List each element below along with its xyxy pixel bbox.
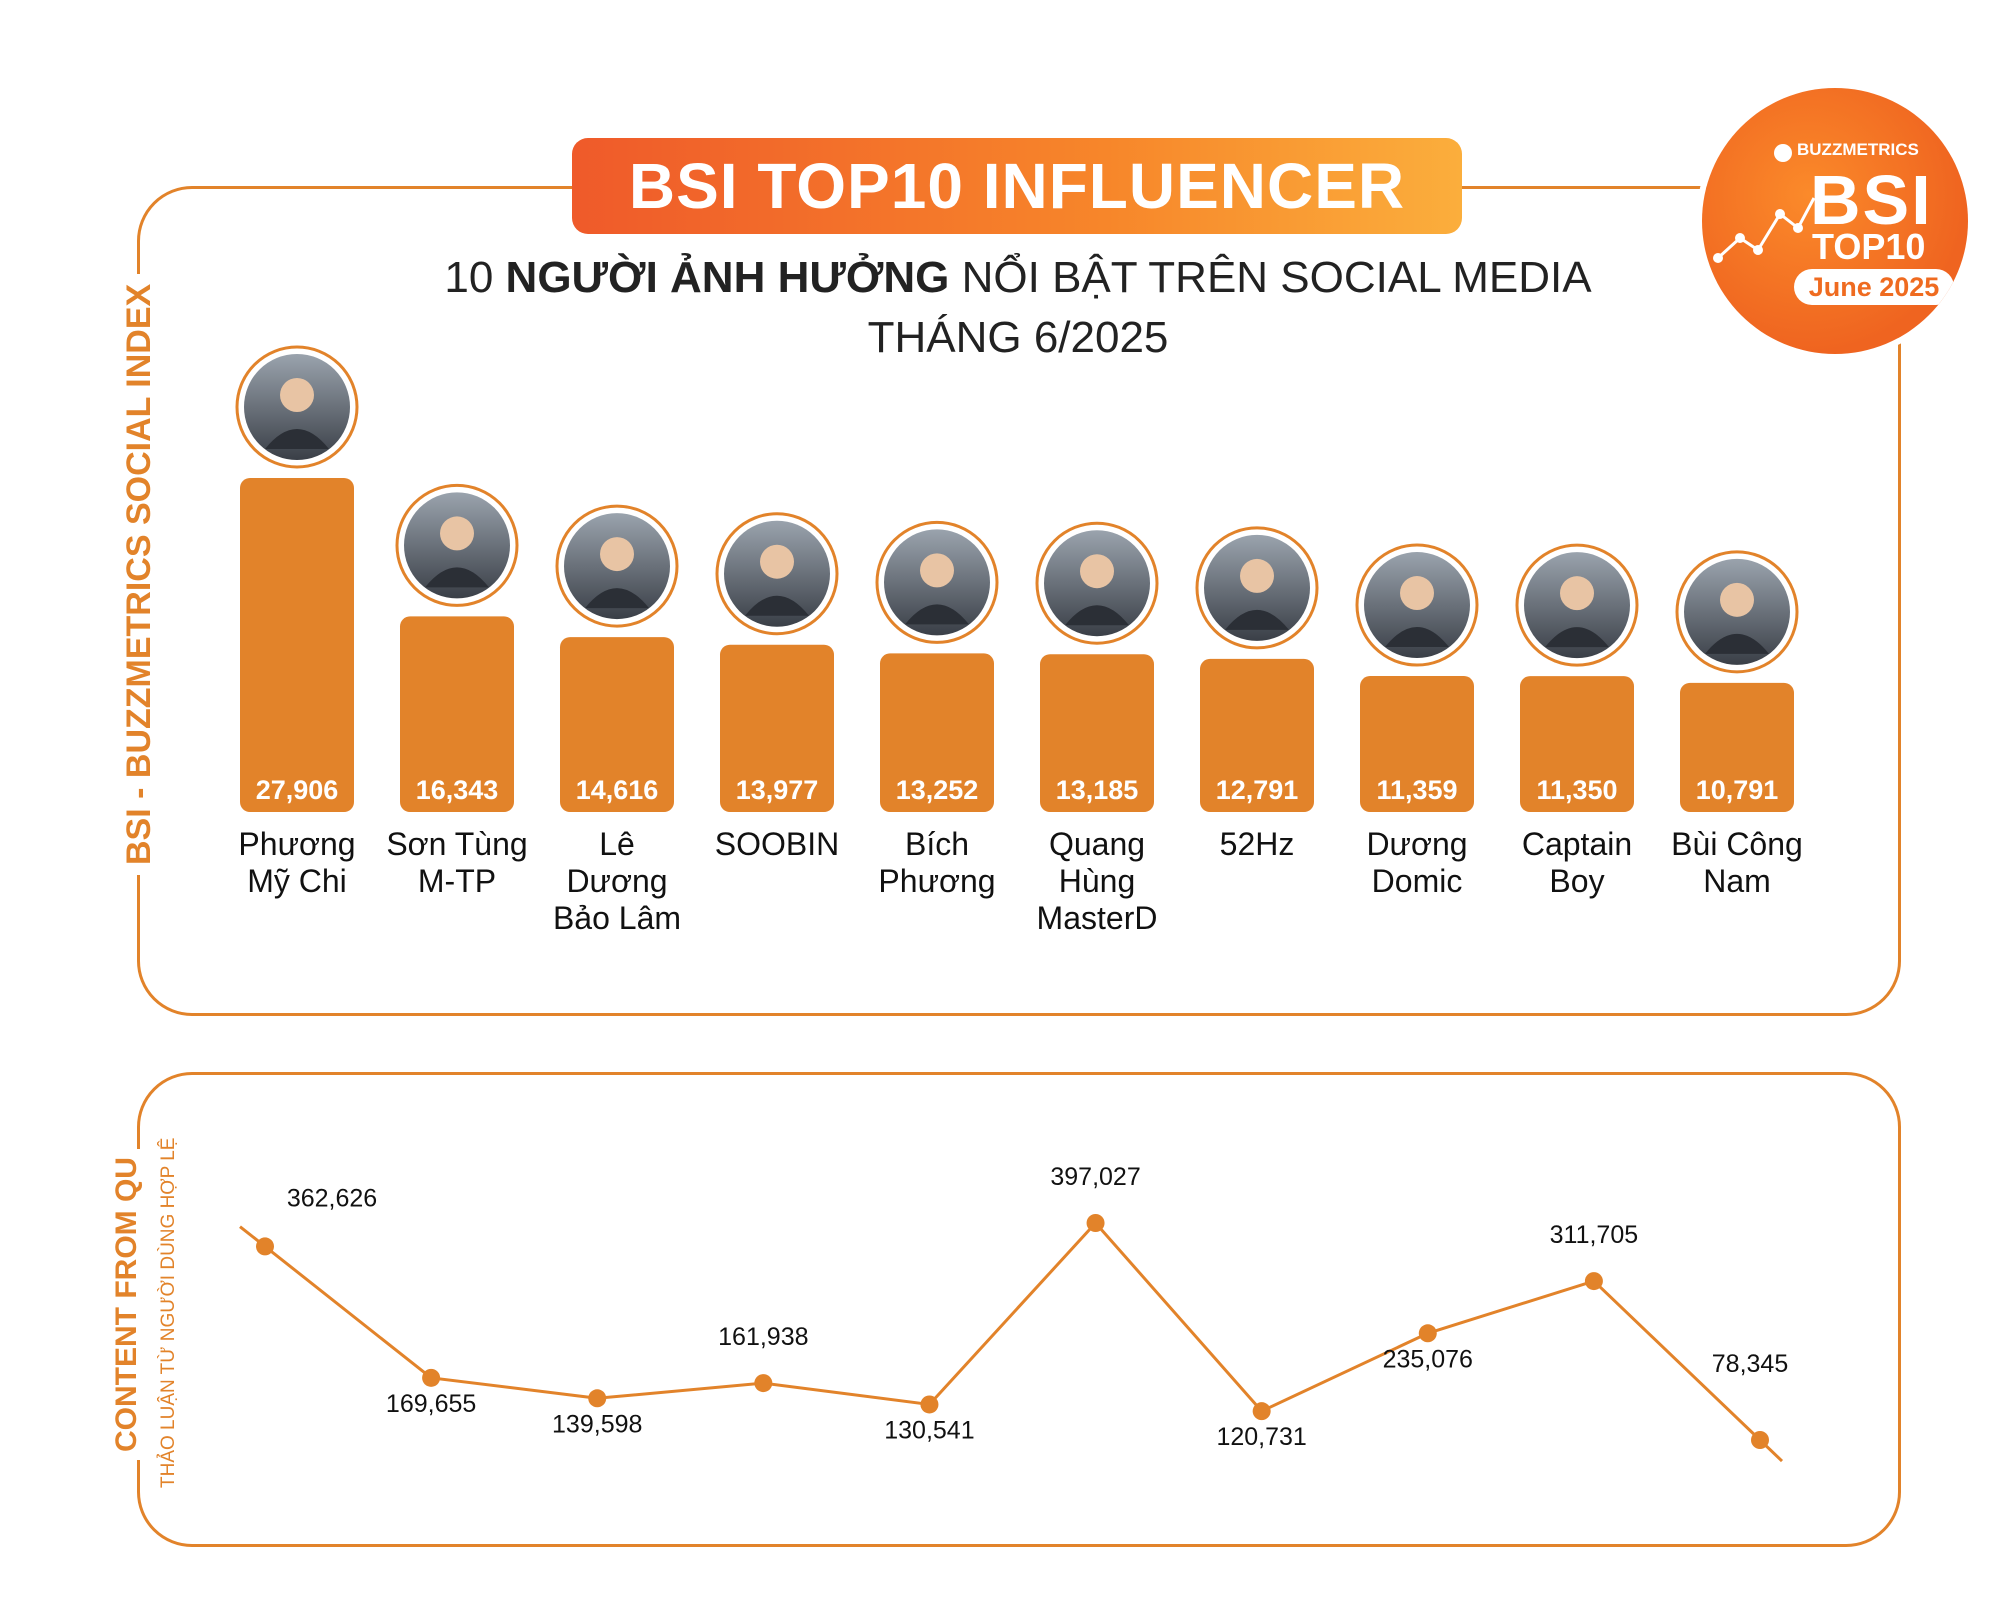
avatar-head [760, 544, 794, 579]
avatar-body [1705, 633, 1769, 654]
avatar-body [745, 595, 809, 616]
data-point [588, 1389, 607, 1408]
bar [1040, 654, 1154, 812]
category-label: Bùi Công [1671, 826, 1803, 862]
avatar-body [1545, 627, 1609, 648]
page-title: BSI TOP10 INFLUENCER [558, 128, 1476, 244]
category-label: 52Hz [1220, 826, 1295, 862]
category-label: Dương [1366, 826, 1467, 862]
subtitle-bold: NGƯỜI ẢNH HƯỞNG [505, 253, 950, 302]
avatar-head [1720, 582, 1754, 617]
point-value-label: 235,076 [1383, 1345, 1473, 1373]
subtitle-part1: 10 [444, 253, 506, 302]
avatar-body [1385, 627, 1449, 648]
data-point [1086, 1214, 1105, 1232]
avatar-head [1080, 554, 1114, 589]
bar [1200, 658, 1314, 812]
bar-value-label: 12,791 [1216, 775, 1299, 805]
data-point [754, 1374, 773, 1393]
avatar-body [265, 429, 329, 449]
avatar-head [440, 516, 474, 551]
category-label: Bích [905, 826, 969, 862]
bar-value-label: 16,343 [416, 775, 499, 805]
data-point [1418, 1324, 1437, 1343]
data-point [1584, 1272, 1603, 1291]
point-value-label: 397,027 [1050, 1163, 1140, 1191]
category-label: Bảo Lâm [553, 900, 681, 936]
category-label: MasterD [1037, 900, 1158, 936]
point-value-label: 78,345 [1712, 1350, 1788, 1378]
data-point [422, 1368, 441, 1387]
bar [1520, 676, 1634, 812]
category-label: Mỹ Chi [247, 863, 347, 899]
bar-value-label: 13,252 [896, 775, 979, 805]
category-label: SOOBIN [715, 826, 839, 862]
category-label: Sơn Tùng [386, 826, 527, 862]
series-line [239, 1220, 1784, 1463]
category-label: Domic [1372, 863, 1463, 899]
avatar-body [1225, 609, 1289, 630]
category-label: Boy [1549, 863, 1604, 899]
bar [240, 478, 354, 812]
bar [400, 616, 514, 812]
data-point [1252, 1402, 1271, 1421]
bsi-top10-badge: BUZZMETRICS BSI TOP10 June 2025 [1702, 88, 1968, 354]
point-value-label: 139,598 [552, 1410, 642, 1438]
point-value-label: 311,705 [1550, 1221, 1639, 1249]
point-value-label: 161,938 [718, 1323, 808, 1351]
avatar-head [920, 553, 954, 588]
data-point [920, 1395, 939, 1414]
bar-value-label: 27,906 [256, 775, 339, 805]
category-label: Nam [1703, 863, 1771, 899]
category-label: Quang [1049, 826, 1145, 862]
avatar-head [1560, 576, 1594, 611]
point-value-label: 362,626 [287, 1184, 377, 1212]
bar [1680, 682, 1794, 812]
avatar-head [280, 378, 314, 412]
avatar-head [600, 537, 634, 572]
badge-trend-icon [1713, 197, 1816, 263]
badge-bsi: BSI [1810, 161, 1933, 239]
category-label: Phương [878, 863, 995, 899]
buzzmetrics-logo-icon [1774, 144, 1792, 162]
point-value-label: 130,541 [884, 1416, 974, 1444]
bar-value-label: 13,977 [736, 775, 819, 805]
badge-brand: BUZZMETRICS [1797, 140, 1919, 159]
data-point [1751, 1431, 1769, 1449]
bar [1360, 676, 1474, 812]
avatar-body [425, 567, 489, 588]
bar [880, 653, 994, 812]
bar-value-label: 14,616 [576, 775, 659, 805]
category-label: Hùng [1059, 863, 1136, 899]
page-subtitle: 10 NGƯỜI ẢNH HƯỞNG NỔI BẬT TRÊN SOCIAL M… [0, 248, 2000, 368]
point-value-label: 169,655 [386, 1390, 476, 1418]
avatar-body [585, 588, 649, 609]
bar-value-label: 11,350 [1536, 775, 1617, 805]
avatar-body [1065, 605, 1129, 626]
category-label: Phương [238, 826, 355, 862]
category-label: Dương [566, 863, 667, 899]
subtitle-line2: THÁNG 6/2025 [867, 313, 1169, 362]
bar [720, 644, 834, 812]
bar-value-label: 10,791 [1696, 775, 1779, 805]
avatar-head [1400, 576, 1434, 611]
bar-value-label: 13,185 [1056, 775, 1139, 805]
subtitle-part2: NỔI BẬT TRÊN SOCIAL MEDIA [949, 253, 1592, 302]
avatar-head [1240, 558, 1274, 593]
avatar-body [905, 604, 969, 625]
category-label: Lê [599, 826, 635, 862]
badge-top10: TOP10 [1812, 226, 1926, 267]
point-value-label: 120,731 [1216, 1423, 1306, 1451]
data-point [256, 1237, 274, 1256]
bar-value-label: 11,359 [1376, 775, 1457, 805]
category-label: Captain [1522, 826, 1632, 862]
category-label: M-TP [418, 863, 496, 899]
bar [560, 637, 674, 812]
badge-month: June 2025 [1794, 269, 1954, 305]
